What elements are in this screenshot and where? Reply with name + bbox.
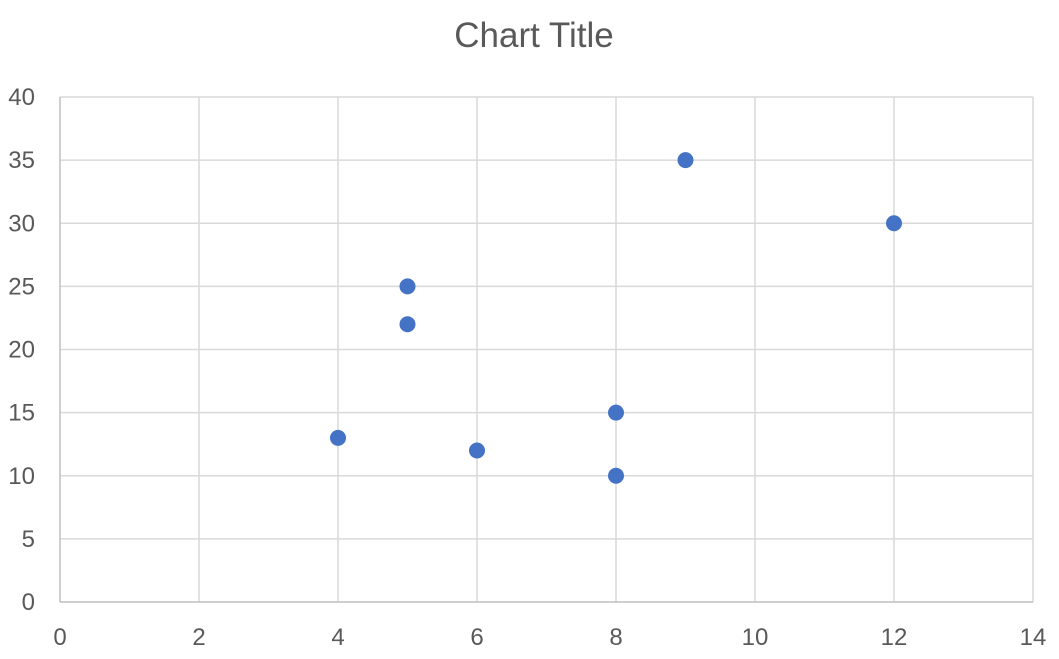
x-tick-label: 12 (881, 624, 908, 651)
data-point (330, 429, 346, 446)
x-tick-label: 14 (1020, 624, 1047, 651)
data-point (399, 278, 416, 295)
y-tick-label: 30 (8, 210, 35, 237)
data-point (399, 316, 416, 333)
data-point (608, 467, 624, 484)
data-points-layer (330, 152, 902, 484)
y-tick-label: 40 (8, 84, 35, 111)
x-tick-label: 4 (331, 624, 344, 651)
y-tick-label: 20 (8, 337, 35, 364)
data-point (677, 152, 694, 169)
data-point (886, 215, 902, 232)
axis-layer (59, 97, 1033, 603)
data-point (469, 442, 485, 459)
y-tick-label: 5 (22, 526, 35, 553)
x-tick-label: 6 (470, 624, 483, 651)
chart-title: Chart Title (454, 16, 614, 55)
x-tick-label: 2 (192, 624, 205, 651)
tick-label-layer: 0 2 4 6 8 10 12 14 0 5 10 15 20 25 30 35 40 (8, 84, 1046, 651)
y-tick-label: 10 (8, 463, 35, 490)
y-tick-label: 15 (8, 400, 35, 427)
y-tick-label: 25 (8, 273, 35, 300)
data-point (608, 404, 624, 421)
y-tick-label: 35 (8, 147, 35, 174)
x-tick-label: 0 (53, 624, 66, 651)
x-tick-label: 8 (609, 624, 622, 651)
x-tick-label: 10 (742, 624, 769, 651)
grid-layer (60, 96, 1034, 602)
y-tick-label: 0 (22, 589, 35, 616)
